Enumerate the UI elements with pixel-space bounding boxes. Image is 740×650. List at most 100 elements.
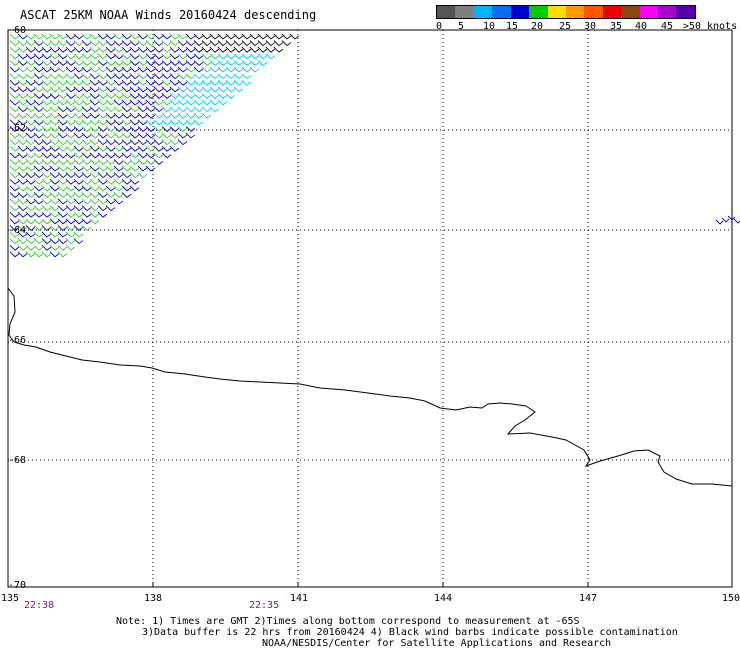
colorbar-swatch <box>529 6 548 18</box>
wind-barb <box>129 145 140 152</box>
wind-barb <box>185 46 196 53</box>
wind-barb <box>217 40 228 47</box>
wind-barb <box>89 86 100 93</box>
wind-barb <box>241 60 252 66</box>
wind-barb <box>73 205 84 212</box>
wind-barb <box>73 178 84 185</box>
wind-barb <box>97 198 108 205</box>
wind-barb <box>33 192 44 198</box>
wind-barb <box>73 159 84 165</box>
map-title: ASCAT 25KM NOAA Winds 20160424 descendin… <box>20 8 317 22</box>
wind-barb <box>105 60 116 66</box>
wind-barb <box>193 79 204 86</box>
wind-barb <box>121 33 132 40</box>
wind-barb <box>161 106 172 113</box>
wind-barb <box>65 152 76 159</box>
wind-barb <box>65 231 76 238</box>
wind-barb <box>233 40 244 47</box>
wind-barb <box>57 99 68 106</box>
wind-barb <box>105 53 116 60</box>
wind-barb <box>33 231 44 238</box>
wind-barb <box>49 53 60 60</box>
wind-barb <box>113 132 124 139</box>
wind-barb <box>153 119 164 126</box>
wind-barb <box>97 205 108 212</box>
wind-barb <box>137 126 148 132</box>
wind-barb <box>225 93 236 99</box>
wind-barb <box>33 132 44 139</box>
wind-barb <box>49 244 60 251</box>
wind-barb <box>129 73 140 80</box>
wind-barb <box>161 60 172 66</box>
wind-barb <box>105 119 116 126</box>
wind-barb <box>113 145 124 152</box>
lat-label-70: -70 <box>8 580 27 591</box>
wind-barb <box>137 86 148 93</box>
wind-barb <box>65 33 76 40</box>
wind-barb <box>113 79 124 86</box>
wind-barb <box>177 53 188 60</box>
wind-barb <box>201 79 212 86</box>
wind-barb <box>25 205 36 212</box>
wind-barb <box>153 132 164 139</box>
wind-barb <box>49 126 60 132</box>
wind-barb <box>129 66 140 73</box>
wind-barb <box>225 79 236 86</box>
lon-label-135: 135 <box>1 593 20 604</box>
wind-barb <box>17 46 28 53</box>
wind-barb <box>41 93 52 99</box>
wind-barb <box>249 53 260 60</box>
wind-barb <box>73 132 84 139</box>
colorbar-label: 0 <box>435 21 443 32</box>
wind-barb <box>49 86 60 93</box>
wind-barb <box>25 93 36 99</box>
colorbar-swatch <box>547 6 566 18</box>
wind-barb <box>177 66 188 73</box>
wind-barb <box>153 53 164 60</box>
wind-barb <box>201 46 212 53</box>
wind-barb <box>225 66 236 73</box>
wind-barb <box>81 73 92 80</box>
wind-barb <box>129 178 140 185</box>
wind-barb <box>81 66 92 73</box>
wind-barb <box>177 139 188 146</box>
wind-barb <box>715 219 724 225</box>
lon-label-138: 138 <box>144 593 163 604</box>
wind-barb <box>73 106 84 113</box>
wind-barb <box>97 73 108 80</box>
wind-barb <box>41 66 52 73</box>
wind-barb <box>257 53 268 60</box>
wind-barb <box>113 178 124 185</box>
wind-barb <box>41 46 52 53</box>
wind-barb <box>9 60 20 66</box>
wind-barb <box>233 66 244 73</box>
wind-barb <box>73 198 84 205</box>
wind-barb <box>25 145 36 152</box>
wind-barb <box>73 225 84 231</box>
wind-barb <box>73 86 84 93</box>
wind-barb <box>121 106 132 113</box>
wind-barb <box>169 132 180 139</box>
wind-barb <box>41 132 52 139</box>
wind-barb <box>49 165 60 172</box>
wind-barb <box>193 73 204 80</box>
wind-barb <box>97 119 108 126</box>
colorbar-swatch <box>473 6 493 18</box>
wind-barb <box>209 46 220 53</box>
wind-barb <box>265 40 276 47</box>
wind-barb <box>41 119 52 126</box>
wind-barb <box>113 126 124 132</box>
wind-barb <box>81 225 92 231</box>
wind-barb <box>17 93 28 99</box>
wind-barb <box>265 53 276 60</box>
wind-barb <box>41 251 52 258</box>
wind-barb <box>169 53 180 60</box>
wind-barb <box>65 244 76 251</box>
wind-barb <box>57 126 68 132</box>
wind-barb <box>145 112 156 119</box>
wind-barb <box>209 60 220 66</box>
wind-barb <box>177 112 188 119</box>
wind-barb <box>97 79 108 86</box>
wind-barb <box>41 172 52 179</box>
colorbar-label: 20 <box>530 21 544 32</box>
